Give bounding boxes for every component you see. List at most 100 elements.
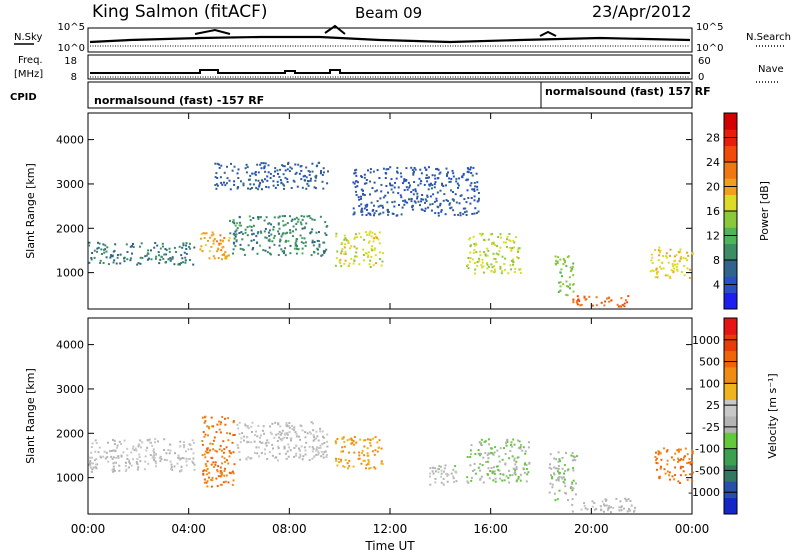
echo-cell (218, 166, 221, 169)
echo-cell (573, 456, 576, 458)
echo-cell (656, 462, 659, 465)
echo-cell (154, 441, 156, 444)
echo-cell (221, 416, 224, 418)
echo-cell (490, 263, 493, 266)
echo-cell (395, 177, 398, 180)
echo-cell (300, 223, 303, 226)
echo-cell (428, 176, 430, 179)
nsearch-label: N.Search (746, 32, 791, 43)
echo-cell (379, 251, 381, 254)
colorbar-swatch (724, 162, 737, 179)
echo-cell (357, 196, 360, 199)
echo-cell (304, 431, 307, 434)
echo-cell (457, 213, 460, 216)
echo-cell (355, 255, 358, 258)
echo-cell (180, 470, 183, 473)
echo-cell (492, 252, 495, 255)
echo-cell (478, 260, 481, 263)
echo-cell (416, 192, 419, 195)
echo-cell (256, 163, 259, 166)
echo-cell (223, 457, 226, 460)
echo-cell (303, 174, 306, 177)
echo-cell (185, 242, 188, 245)
echo-cell (131, 245, 133, 247)
echo-cell (682, 256, 685, 259)
echo-cell (88, 241, 91, 244)
echo-cell (154, 242, 157, 244)
echo-cell (397, 186, 400, 189)
echo-cell (358, 451, 361, 454)
echo-cell (512, 438, 515, 441)
echo-cell (250, 229, 253, 232)
echo-cell (227, 417, 229, 420)
echo-cell (608, 505, 611, 507)
echo-cell (361, 452, 364, 454)
echo-cell (475, 212, 478, 214)
echo-cell (463, 211, 466, 214)
echo-cell (355, 168, 358, 171)
echo-cell (153, 458, 155, 461)
echo-cell (423, 166, 426, 169)
echo-cell (287, 425, 290, 427)
echo-cell (484, 452, 487, 455)
echo-cell (528, 462, 531, 465)
echo-cell (507, 476, 510, 479)
echo-cell (141, 256, 144, 259)
echo-cell (266, 458, 269, 461)
echo-cell (654, 456, 657, 458)
echo-cell (558, 475, 561, 478)
echo-cell (317, 252, 320, 255)
echo-cell (228, 236, 231, 239)
echo-cell (163, 253, 166, 256)
echo-cell (135, 461, 138, 463)
echo-cell (218, 420, 221, 423)
echo-cell (171, 468, 174, 471)
echo-cell (301, 458, 304, 461)
echo-cell (573, 458, 576, 461)
echo-cell (384, 177, 387, 179)
echo-cell (282, 183, 285, 186)
echo-cell (480, 234, 483, 237)
echo-cell (454, 193, 457, 196)
echo-cell (280, 439, 283, 442)
echo-cell (477, 210, 480, 213)
echo-cell (491, 470, 494, 473)
echo-cell (267, 222, 270, 225)
echo-cell (348, 451, 351, 454)
echo-cell (679, 465, 682, 468)
echo-cell (511, 260, 514, 263)
echo-cell (88, 463, 91, 465)
echo-cell (254, 179, 257, 182)
echo-cell (565, 285, 568, 288)
echo-cell (113, 439, 116, 442)
echo-cell (493, 472, 496, 475)
echo-cell (227, 439, 230, 442)
echo-cell (105, 451, 108, 454)
echo-cell (481, 261, 484, 264)
echo-cell (94, 463, 97, 466)
echo-cell (659, 467, 662, 470)
echo-cell (517, 475, 520, 478)
echo-cell (511, 247, 514, 249)
echo-cell (672, 271, 675, 274)
echo-cell (657, 259, 660, 262)
echo-cell (670, 456, 673, 459)
echo-cell (429, 472, 432, 475)
echo-cell (381, 260, 384, 263)
echo-cell (222, 239, 224, 242)
echo-cell (326, 453, 328, 456)
echo-cell (352, 440, 355, 442)
echo-cell (436, 177, 439, 180)
echo-cell (316, 446, 318, 449)
echo-cell (343, 465, 346, 468)
echo-cell (355, 247, 358, 250)
echo-cell (334, 264, 337, 267)
echo-cell (114, 461, 117, 464)
echo-cell (616, 303, 619, 306)
echo-cell (315, 247, 318, 250)
echo-cell (496, 245, 499, 248)
echo-cell (294, 173, 297, 175)
echo-cell (239, 458, 242, 461)
echo-cell (206, 480, 209, 483)
echo-cell (409, 184, 411, 187)
